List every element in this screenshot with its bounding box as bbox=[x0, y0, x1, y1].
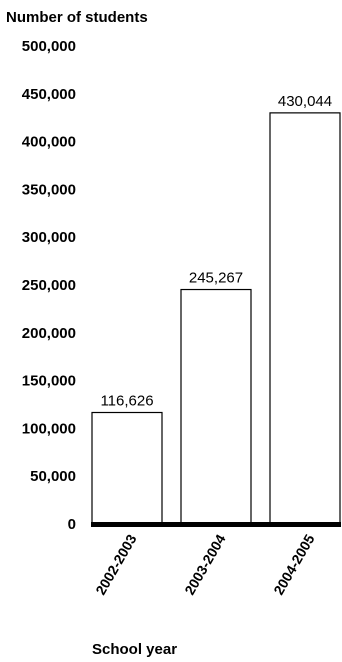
y-tick-label: 400,000 bbox=[22, 134, 76, 151]
y-tick-label: 150,000 bbox=[22, 373, 76, 390]
y-tick-label: 450,000 bbox=[22, 86, 76, 103]
y-tick-label: 50,000 bbox=[30, 468, 76, 485]
data-labels: 116,626 245,267 430,044 bbox=[100, 93, 332, 410]
y-tick-label: 250,000 bbox=[22, 277, 76, 294]
y-tick-label: 200,000 bbox=[22, 325, 76, 342]
category-label: 2002-2003 bbox=[92, 531, 139, 597]
bar bbox=[269, 112, 341, 525]
y-tick-label: 350,000 bbox=[22, 181, 76, 198]
x-axis-title: School year bbox=[92, 641, 177, 658]
bars bbox=[91, 112, 341, 525]
y-tick-label: 100,000 bbox=[22, 420, 76, 437]
bar bbox=[180, 288, 252, 525]
category-labels: 2002-2003 2003-2004 2004-2005 bbox=[92, 531, 317, 597]
data-label: 116,626 bbox=[100, 393, 153, 410]
y-ticks: 0 50,000 100,000 150,000 200,000 250,000 300,0… bbox=[22, 38, 76, 533]
category-label: 2003-2004 bbox=[181, 531, 228, 597]
y-tick-label: 300,000 bbox=[22, 229, 76, 246]
bar bbox=[91, 411, 163, 525]
data-label: 245,267 bbox=[189, 270, 243, 287]
x-axis-baseline bbox=[91, 522, 341, 527]
y-axis-title: Number of students bbox=[6, 9, 148, 26]
y-tick-label: 500,000 bbox=[22, 38, 76, 55]
data-label: 430,044 bbox=[278, 93, 332, 110]
category-label: 2004-2005 bbox=[270, 531, 317, 597]
y-tick-label: 0 bbox=[68, 516, 76, 533]
